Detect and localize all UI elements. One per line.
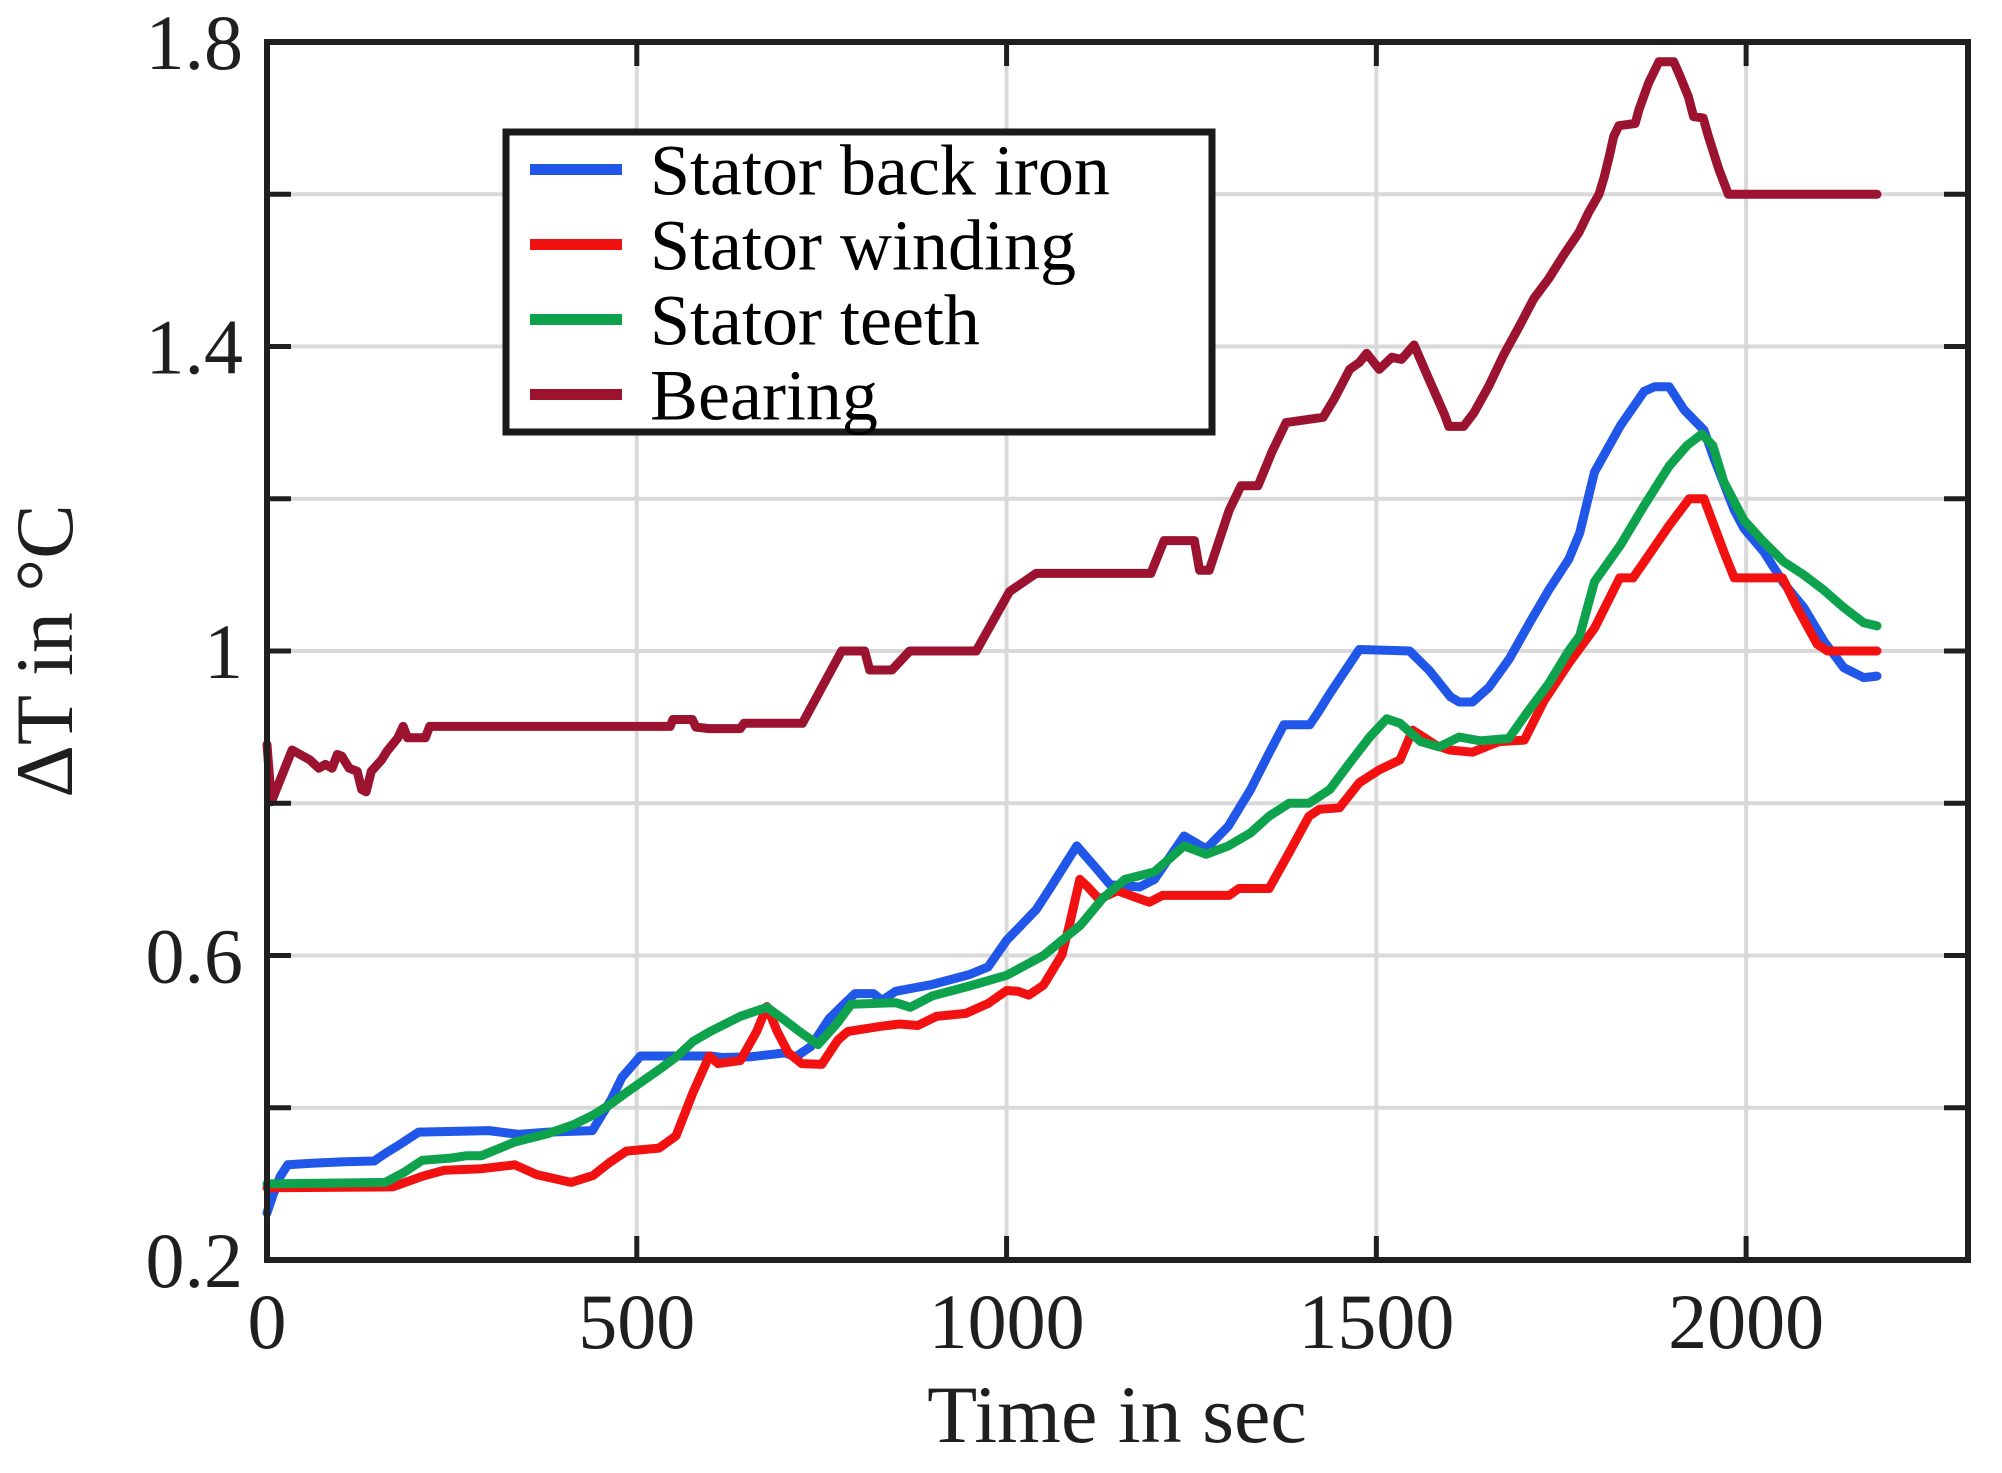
legend-box	[502, 128, 1216, 436]
series-line-stator-back-iron	[262, 382, 1882, 1218]
series-line-stator-teeth	[262, 429, 1882, 1189]
x-tick-label: 1500	[1298, 1278, 1454, 1365]
x-tick-label: 500	[578, 1278, 695, 1365]
y-tick-label: 1.4	[146, 304, 244, 391]
y-axis-title: ΔT in °C	[0, 504, 90, 798]
x-tick-label: 2000	[1668, 1278, 1824, 1365]
x-axis-title: Time in sec	[927, 1369, 1307, 1460]
series-line-bearing	[262, 57, 1882, 807]
y-tick-label: 1	[204, 608, 243, 695]
axis-layer: 0 500 1000 1500 2000 0.2 0.6 1 1.4 1.8	[146, 0, 1971, 1365]
x-tick-label: 0	[248, 1278, 287, 1365]
legend-label-stator-winding: Stator winding	[650, 206, 1076, 286]
series-line-stator-winding	[262, 494, 1882, 1193]
x-tick-label: 1000	[929, 1278, 1085, 1365]
y-tick-label: 0.6	[146, 913, 244, 1000]
series-layer	[262, 57, 1882, 1218]
y-tick-label: 1.8	[146, 0, 244, 86]
legend-label-stator-back-iron: Stator back iron	[650, 131, 1110, 211]
y-tick-label: 0.2	[146, 1217, 244, 1304]
legend-label-bearing: Bearing	[650, 356, 878, 436]
legend-label-stator-teeth: Stator teeth	[650, 281, 980, 361]
